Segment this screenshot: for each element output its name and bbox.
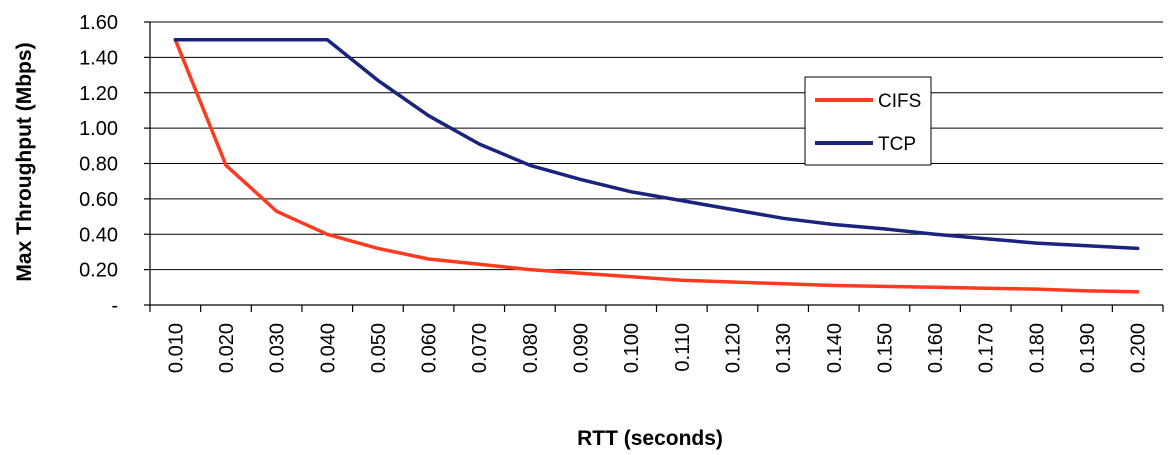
y-tick-label: 1.40 [79, 47, 118, 69]
y-tick-label: 0.60 [79, 189, 118, 211]
x-axis-title: RTT (seconds) [577, 427, 723, 450]
x-tick-label: 0.100 [621, 323, 643, 373]
x-tick-label: 0.010 [165, 323, 187, 373]
y-tick-label: 0.40 [79, 224, 118, 246]
x-tick-label: 0.030 [267, 323, 289, 373]
y-axis-title: Max Throughput (Mbps) [13, 42, 36, 281]
legend-label-tcp: TCP [878, 134, 916, 155]
series-line-cifs [173, 37, 1140, 294]
legend: CIFS TCP [804, 76, 932, 166]
x-tick-label: 0.090 [571, 323, 593, 373]
x-tick-label: 0.040 [317, 323, 339, 373]
x-tick-label: 0.140 [824, 323, 846, 373]
x-tick-label: 0.180 [1026, 323, 1048, 373]
x-tick-label: 0.110 [672, 323, 694, 372]
x-tick-label: 0.160 [925, 323, 947, 373]
y-tick-labels: - 0.20 0.40 0.60 0.80 1.00 1.20 1.40 1.60 [79, 12, 118, 317]
y-tick-label: 0.20 [79, 260, 118, 282]
series-lines [173, 37, 1140, 294]
x-tick-labels: 0.010 0.020 0.030 0.040 0.050 0.060 0.070 0.080… [165, 323, 1149, 373]
y-tick-label: 0.80 [79, 154, 118, 176]
y-tick-label: 1.60 [79, 12, 118, 34]
axes [144, 21, 1164, 312]
x-tick-label: 0.190 [1077, 323, 1099, 373]
x-tick-label: 0.150 [874, 323, 896, 373]
legend-box [804, 76, 932, 166]
y-tick-label: 1.00 [79, 118, 118, 140]
gridlines [150, 21, 1163, 271]
x-tick-label: 0.060 [419, 323, 441, 373]
y-tick-label: - [111, 295, 118, 317]
x-tick-label: 0.020 [216, 323, 238, 373]
x-tick-label: 0.050 [368, 323, 390, 373]
legend-label-cifs: CIFS [878, 91, 921, 112]
y-tick-label: 1.20 [79, 83, 118, 105]
x-tick-label: 0.070 [469, 323, 491, 373]
x-tick-label: 0.130 [773, 323, 795, 373]
x-tick-label: 0.120 [722, 323, 744, 373]
series-line-tcp [173, 37, 1140, 251]
x-tick-label: 0.200 [1128, 323, 1150, 373]
x-tick-label: 0.080 [520, 323, 542, 373]
x-tick-label: 0.170 [976, 323, 998, 373]
